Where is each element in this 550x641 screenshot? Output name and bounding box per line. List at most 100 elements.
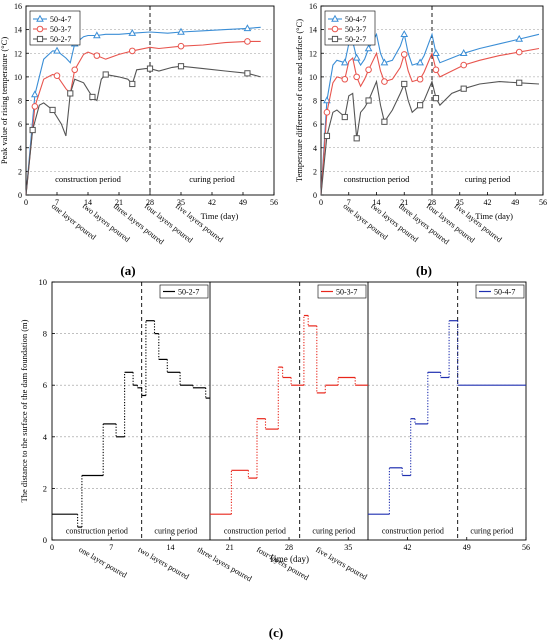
y-tick-label: 0 bbox=[18, 191, 22, 200]
x-axis-label: Time (day) bbox=[269, 554, 309, 564]
data-point bbox=[416, 58, 424, 66]
series-50-2-7 bbox=[25, 63, 261, 196]
data-point bbox=[515, 48, 523, 56]
x-tick-label: 35 bbox=[177, 198, 185, 207]
legend-label: 50-3-7 bbox=[50, 25, 71, 34]
y-tick-label: 6 bbox=[18, 120, 22, 129]
y-axis-label: Temperature difference of core and surfa… bbox=[294, 19, 304, 182]
series-line bbox=[320, 79, 540, 196]
legend-label: 50-2-7 bbox=[178, 288, 199, 297]
x-tick-label: 21 bbox=[226, 543, 234, 552]
legend-marker bbox=[36, 35, 44, 43]
legend-marker bbox=[331, 25, 339, 33]
data-point bbox=[29, 126, 36, 134]
panel-b: 0 7 14 21 28 35 42 49 56 0 2 4 6 8 10 12 14 16 Time (day) T… bbox=[294, 2, 547, 246]
data-point bbox=[146, 65, 154, 72]
legend: 50-4-750-3-750-2-7 bbox=[29, 10, 81, 46]
data-point bbox=[341, 113, 348, 121]
data-point bbox=[323, 132, 331, 140]
data-point bbox=[49, 106, 56, 114]
data-point bbox=[353, 135, 360, 142]
y-tick-label: 2 bbox=[43, 483, 47, 493]
data-point bbox=[177, 27, 185, 35]
data-point bbox=[102, 71, 109, 78]
legend-box bbox=[317, 284, 367, 299]
pour-label: three layers poured bbox=[196, 545, 254, 583]
panel-c: 0 2 4 6 8 10 The distance to the surface of th… bbox=[19, 277, 530, 583]
series-50-4-7 bbox=[25, 24, 261, 196]
x-tick-label: 42 bbox=[484, 198, 492, 207]
data-point bbox=[381, 78, 388, 85]
y-tick-label: 4 bbox=[313, 144, 317, 153]
legend-box bbox=[475, 284, 525, 299]
x-tick-label: 0 bbox=[50, 543, 54, 552]
annotation-curing: curing period bbox=[154, 527, 197, 536]
data-point bbox=[244, 70, 251, 77]
y-tick-label: 2 bbox=[313, 167, 317, 176]
legend: 50-4-7 bbox=[475, 284, 525, 299]
x-tick-label: 35 bbox=[456, 198, 464, 207]
y-tick-label: 6 bbox=[313, 120, 317, 129]
data-point bbox=[128, 47, 136, 55]
data-point bbox=[323, 109, 331, 116]
data-point bbox=[432, 49, 440, 56]
series-line bbox=[25, 26, 261, 196]
series-50-2-7: construction period curing period 50-2-7 bbox=[52, 282, 210, 540]
legend-label: 50-3-7 bbox=[336, 288, 357, 297]
panel-label-b: (b) bbox=[416, 263, 432, 278]
y-tick-label: 8 bbox=[313, 97, 317, 106]
x-tick-label: 42 bbox=[404, 543, 412, 552]
legend-marker bbox=[36, 14, 44, 22]
panel-label-c: (c) bbox=[269, 625, 283, 640]
data-point bbox=[432, 95, 440, 102]
data-point bbox=[401, 80, 408, 88]
x-tick-label: 28 bbox=[146, 198, 154, 207]
data-point bbox=[129, 80, 136, 88]
legend: 50-3-7 bbox=[317, 284, 367, 299]
y-tick-label: 10 bbox=[309, 73, 317, 82]
pour-label: two layers poured bbox=[369, 201, 420, 243]
legend-label: 50-2-7 bbox=[50, 35, 71, 44]
legend-label: 50-3-7 bbox=[345, 25, 366, 34]
annotation-construction: construction period bbox=[224, 527, 286, 536]
panel-a: 0 7 14 21 28 35 42 49 56 0 2 4 6 8 10 12 14 16 Time (day) P… bbox=[0, 2, 278, 246]
y-tick-label: 8 bbox=[18, 97, 22, 106]
data-point bbox=[31, 90, 39, 98]
series-line bbox=[320, 32, 540, 196]
x-axis-label: Time (day) bbox=[475, 211, 513, 221]
annotation-construction: construction period bbox=[344, 174, 411, 184]
y-tick-label: 14 bbox=[14, 26, 22, 35]
legend-box bbox=[159, 284, 209, 299]
x-tick-label: 56 bbox=[522, 543, 530, 552]
data-point bbox=[177, 63, 185, 70]
x-tick-label: 28 bbox=[285, 543, 293, 552]
annotation-construction: construction period bbox=[55, 174, 122, 184]
annotation-construction: construction period bbox=[382, 527, 444, 536]
legend-label: 50-4-7 bbox=[345, 15, 366, 24]
y-axis-label: Peak value of rising temperature (°C) bbox=[0, 37, 9, 164]
series-50-4-7 bbox=[320, 30, 540, 196]
panel-label-a: (a) bbox=[120, 263, 135, 278]
y-tick-label: 8 bbox=[43, 329, 47, 339]
x-tick-label: 42 bbox=[208, 198, 216, 207]
data-point bbox=[177, 42, 185, 50]
data-point bbox=[460, 85, 467, 92]
data-point bbox=[323, 96, 331, 104]
data-point bbox=[53, 72, 61, 79]
x-tick-label: 7 bbox=[55, 198, 59, 207]
y-tick-label: 4 bbox=[43, 432, 48, 442]
legend: 50-4-750-3-750-2-7 bbox=[324, 10, 376, 46]
data-point bbox=[31, 103, 39, 110]
x-tick-label: 49 bbox=[239, 198, 247, 207]
pour-label: five layers poured bbox=[453, 201, 504, 244]
y-tick-label: 2 bbox=[18, 167, 22, 176]
x-tick-label: 0 bbox=[319, 198, 323, 207]
series-50-3-7: construction period curing period 50-3-7 bbox=[210, 282, 368, 540]
data-point bbox=[460, 61, 468, 69]
pour-label: five layers poured bbox=[314, 545, 369, 582]
data-point bbox=[353, 73, 360, 81]
data-point bbox=[432, 66, 440, 74]
series-50-3-7 bbox=[25, 38, 261, 196]
x-tick-label: 14 bbox=[373, 198, 381, 207]
